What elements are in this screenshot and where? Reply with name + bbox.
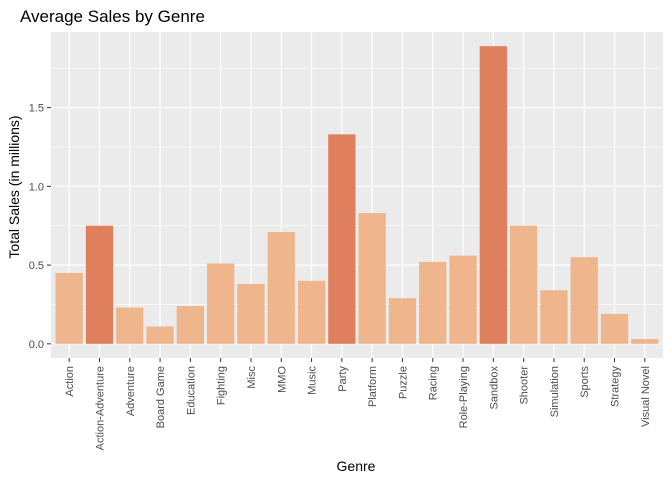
bar-role-playing [449,255,477,344]
bar-simulation [540,290,568,344]
bar-party [328,134,356,344]
bar-misc [237,283,265,344]
bar-platform [358,213,386,344]
y-tick-label: 0.5 [29,260,44,272]
x-tick-label: Puzzle [397,366,409,399]
chart-title: Average Sales by Genre [20,7,205,26]
bar-mmo [267,232,295,344]
x-tick-label: Role-Playing [458,366,470,428]
bar-visual-novel [631,339,659,344]
x-tick-label: Fighting [216,366,228,405]
bar-sandbox [479,46,507,344]
x-tick-label: Action [64,366,76,397]
bar-action-adventure [85,225,114,344]
x-tick-label: MMO [276,366,288,393]
bar-puzzle [388,298,417,344]
x-tick-label: Misc [246,366,258,389]
x-axis: Action Action-Adventure Adventure Board Gam… [64,358,652,450]
x-tick-label: Racing [428,366,440,400]
x-tick-label: Shooter [519,366,531,405]
x-tick-label: Sports [579,366,591,398]
y-tick-label: 1.5 [29,103,44,115]
x-tick-label: Education [185,366,197,415]
bar-adventure [116,307,144,344]
x-tick-label: Action-Adventure [94,366,106,450]
bar-fighting [207,263,235,344]
x-tick-label: Simulation [549,366,561,417]
x-tick-label: Board Game [155,366,167,428]
y-tick-label: 1.0 [29,181,44,193]
bar-education [176,306,204,344]
bar-racing [419,261,447,344]
bar-shooter [510,225,538,344]
x-tick-label: Visual Novel [640,366,652,427]
bar-board-game [146,326,174,344]
y-tick-label: 0.0 [29,339,44,351]
y-axis-title: Total Sales (in millions) [6,115,22,258]
y-axis: 0.0 0.5 1.0 1.5 [29,103,51,351]
x-tick-label: Adventure [125,366,137,416]
x-tick-label: Party [337,366,349,392]
x-tick-label: Music [307,366,319,395]
bar-music [297,280,326,344]
x-tick-label: Sandbox [488,366,500,410]
bar-strategy [600,313,629,344]
x-tick-label: Platform [367,366,379,407]
bars [55,46,659,344]
bar-sports [570,257,598,344]
x-axis-title: Genre [337,458,376,474]
x-tick-label: Strategy [610,366,622,407]
bar-action [55,272,83,344]
